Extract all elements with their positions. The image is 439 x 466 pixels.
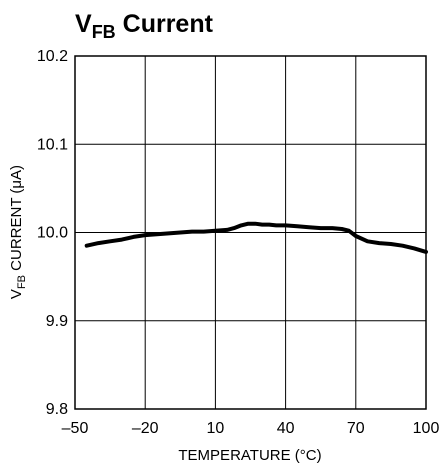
- y-tick-labels: 9.8 9.9 10.0 10.1 10.2: [37, 48, 68, 418]
- x-tick-label: –50: [62, 420, 89, 437]
- x-tick-label: 70: [347, 420, 365, 437]
- plot-frame: [74, 55, 427, 410]
- y-tick-label: 9.9: [46, 313, 68, 330]
- y-axis-label-subscript: FB: [16, 275, 28, 289]
- x-tick-label: 10: [207, 420, 225, 437]
- y-tick-label: 9.8: [46, 401, 68, 418]
- x-tick-label: –20: [132, 420, 159, 437]
- chart-title-rest: Current: [116, 10, 214, 38]
- chart-title-subscript: FB: [92, 22, 116, 42]
- x-tick-label: 100: [413, 420, 439, 437]
- y-axis-label-rest: CURRENT (μA): [8, 165, 25, 275]
- x-tick-labels: –50 –20 10 40 70 100: [62, 420, 439, 437]
- x-axis-label: TEMPERATURE (°C): [178, 447, 321, 464]
- series-line: [84, 221, 428, 254]
- grid-lines: [74, 55, 427, 410]
- y-tick-label: 10.0: [37, 225, 68, 242]
- y-tick-label: 10.2: [37, 48, 68, 65]
- x-tick-label: 40: [277, 420, 295, 437]
- y-tick-label: 10.1: [37, 136, 68, 153]
- chart-title-v: V: [75, 10, 92, 38]
- y-axis-label: VFB CURRENT (μA): [8, 165, 28, 299]
- y-axis-label-v: V: [8, 289, 25, 299]
- chart-title: VFB Current: [75, 10, 214, 42]
